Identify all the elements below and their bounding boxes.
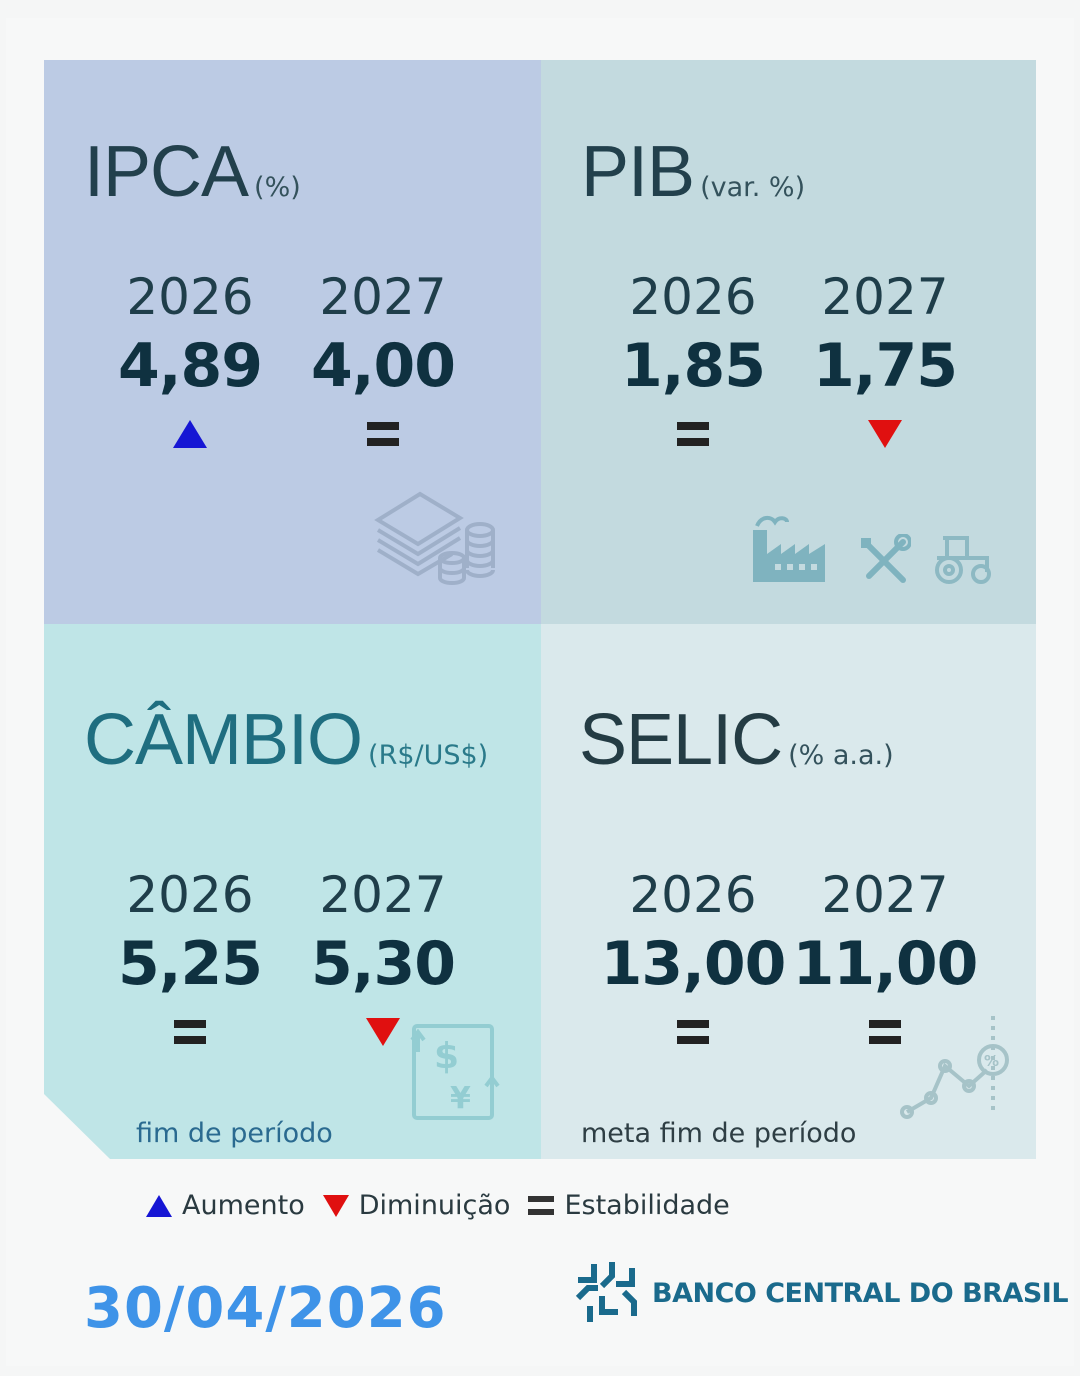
forecast-2026: 2026 4,89 [95, 272, 285, 454]
equals-icon [677, 1020, 709, 1044]
trend-indicator [790, 1012, 980, 1052]
equals-icon [174, 1020, 206, 1044]
year-label: 2027 [821, 866, 949, 924]
tractor-icon [935, 536, 991, 584]
year-label: 2026 [629, 268, 757, 326]
indicator-unit: (var. %) [700, 172, 806, 203]
panel-pib: PIB (var. %) 2026 1,85 2027 1,75 [541, 60, 1036, 624]
forecast-value: 5,25 [117, 929, 263, 999]
svg-text:$: $ [434, 1036, 459, 1077]
forecast-2026: 2026 13,00 [598, 870, 788, 1052]
legend-label: Aumento [182, 1190, 305, 1221]
trend-indicator [598, 1012, 788, 1052]
svg-text:%: % [984, 1052, 999, 1070]
money-stack-coins-icon [374, 491, 495, 585]
legend-item-down: Diminuição [322, 1190, 511, 1221]
panel-title: IPCA (%) [84, 136, 301, 208]
legend-label: Diminuição [358, 1190, 511, 1221]
indicator-name: PIB [581, 132, 695, 212]
forecast-value: 13,00 [600, 929, 787, 999]
equals-icon [528, 1196, 555, 1215]
trend-indicator [288, 1012, 478, 1052]
year-label: 2026 [629, 866, 757, 924]
indicator-name: SELIC [579, 700, 783, 780]
period-note: meta fim de período [581, 1118, 857, 1149]
panel-title: PIB (var. %) [581, 136, 805, 208]
panel-cambio: CÂMBIO (R$/US$) 2026 5,25 2027 5,30 $ ¥ f… [44, 624, 541, 1159]
legend-label: Estabilidade [564, 1190, 730, 1221]
bank-logo: BANCO CENTRAL DO BRASIL [572, 1258, 1069, 1328]
down-arrow-icon [868, 420, 902, 448]
forecast-value: 1,85 [620, 331, 766, 401]
trend-indicator [288, 414, 478, 454]
forecast-2027: 2027 5,30 [288, 870, 478, 1052]
forecast-value: 11,00 [792, 929, 979, 999]
panel-title: SELIC (% a.a.) [579, 704, 894, 776]
forecast-value: 4,89 [117, 331, 263, 401]
equals-icon [869, 1020, 901, 1044]
forecast-value: 4,00 [310, 331, 456, 401]
forecast-value: 5,30 [310, 929, 456, 999]
indicator-unit: (%) [254, 172, 301, 203]
legend-item-stable: Estabilidade [528, 1190, 730, 1221]
forecast-2026: 2026 5,25 [95, 870, 285, 1052]
bank-name: BANCO CENTRAL DO BRASIL [652, 1277, 1069, 1309]
equals-icon [677, 422, 709, 446]
bcb-logo-icon [575, 1262, 637, 1322]
forecast-2027: 2027 1,75 [790, 272, 980, 454]
down-arrow-icon [366, 1018, 400, 1046]
panel-ipca: IPCA (%) 2026 4,89 2027 4,00 [44, 60, 541, 624]
tools-icon [861, 534, 911, 583]
year-label: 2027 [319, 866, 447, 924]
forecast-value: 1,75 [812, 331, 958, 401]
legend-item-up: Aumento [146, 1190, 305, 1221]
svg-text:¥: ¥ [450, 1081, 471, 1116]
legend: Aumento Diminuição Estabilidade [146, 1190, 748, 1221]
percent-growth-chart-icon: % [900, 1016, 1009, 1119]
report-date: 30/04/2026 [84, 1276, 447, 1341]
period-note: fim de período [136, 1118, 333, 1149]
trend-indicator [95, 1012, 285, 1052]
currency-exchange-icon: $ ¥ [410, 1024, 500, 1120]
forecast-2027: 2027 11,00 [790, 870, 980, 1052]
year-label: 2026 [126, 268, 254, 326]
panel-title: CÂMBIO (R$/US$) [84, 704, 488, 776]
up-arrow-icon [173, 420, 207, 448]
indicator-name: IPCA [84, 132, 249, 212]
year-label: 2027 [821, 268, 949, 326]
year-label: 2026 [126, 866, 254, 924]
down-arrow-icon [322, 1194, 349, 1217]
forecast-2027: 2027 4,00 [288, 272, 478, 454]
panel-selic: SELIC (% a.a.) 2026 13,00 2027 11,00 % me… [541, 624, 1036, 1159]
forecast-2026: 2026 1,85 [598, 272, 788, 454]
indicator-unit: (% a.a.) [788, 740, 894, 771]
indicator-unit: (R$/US$) [368, 740, 489, 771]
factory-icon [753, 515, 825, 582]
trend-indicator [95, 414, 285, 454]
trend-indicator [598, 414, 788, 454]
year-label: 2027 [319, 268, 447, 326]
trend-indicator [790, 414, 980, 454]
equals-icon [367, 422, 399, 446]
up-arrow-icon [146, 1194, 172, 1217]
indicator-name: CÂMBIO [84, 700, 363, 780]
